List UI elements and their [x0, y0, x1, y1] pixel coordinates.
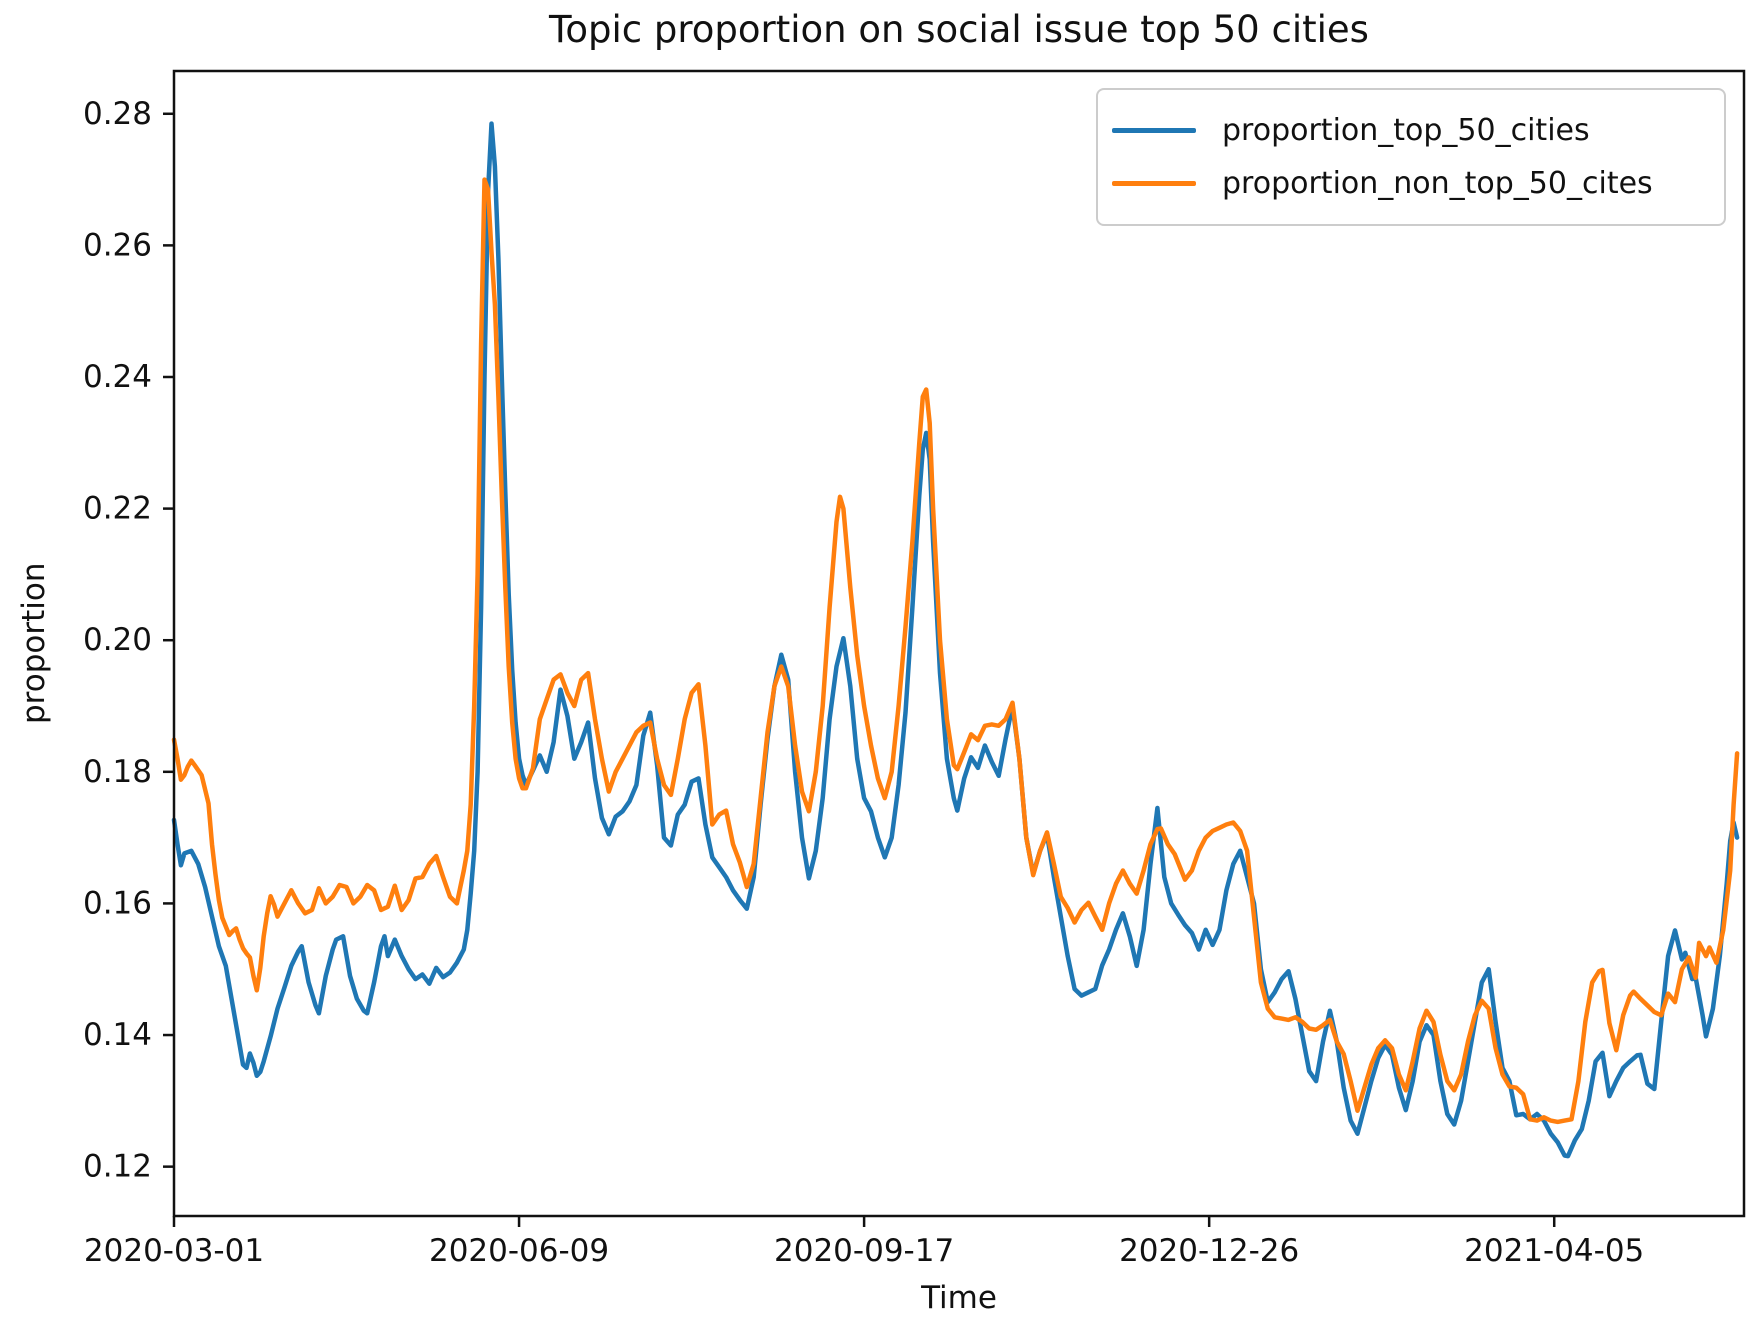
x-axis-title: Time: [921, 1280, 997, 1316]
x-tick-label: 2020-09-17: [774, 1233, 954, 1269]
y-axis-title: proportion: [16, 562, 52, 725]
x-tick-label: 2020-03-01: [84, 1233, 264, 1269]
y-tick-label: 0.18: [83, 754, 152, 790]
legend-label: proportion_non_top_50_cites: [1222, 166, 1653, 202]
y-tick-label: 0.20: [83, 622, 152, 658]
series-line-non-top-50-cites: [171, 177, 1740, 1125]
series-line-top-50-cities: [171, 121, 1740, 1159]
y-tick-label: 0.24: [83, 359, 152, 395]
x-tick-label: 2020-06-09: [429, 1233, 609, 1269]
y-tick-label: 0.16: [83, 885, 152, 921]
legend-line-sample-orange: [1112, 181, 1196, 187]
x-tick-label: 2021-04-05: [1464, 1233, 1644, 1269]
legend-label: proportion_top_50_cities: [1222, 112, 1590, 148]
y-tick-label: 0.14: [83, 1017, 152, 1053]
legend-line-sample-blue: [1112, 127, 1196, 133]
plot-border: [172, 69, 1746, 1218]
y-tick-label: 0.22: [83, 491, 152, 527]
y-tick-label: 0.26: [83, 227, 152, 263]
chart-title: Topic proportion on social issue top 50 …: [549, 8, 1369, 51]
y-tick-label: 0.12: [83, 1149, 152, 1185]
legend-item-top-50-cities: proportion_top_50_cities: [1112, 113, 1710, 148]
x-tick-label: 2020-12-26: [1119, 1233, 1299, 1269]
y-tick-label: 0.28: [83, 96, 152, 132]
legend: proportion_top_50_cities proportion_non_…: [1096, 88, 1726, 226]
legend-item-non-top-50-cites: proportion_non_top_50_cites: [1112, 166, 1710, 201]
